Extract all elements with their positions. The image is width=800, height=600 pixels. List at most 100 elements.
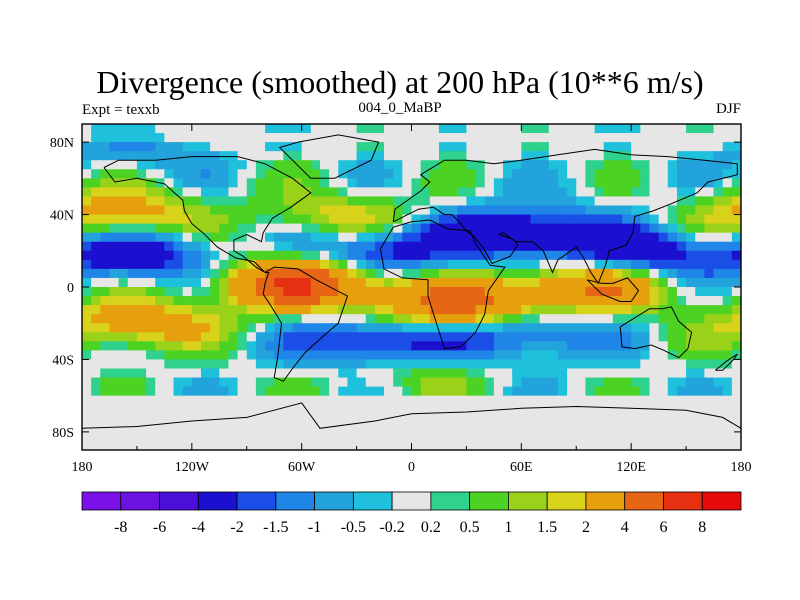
field-cell <box>438 314 449 324</box>
field-cell <box>310 395 321 406</box>
field-cell <box>557 232 568 243</box>
field-cell <box>686 250 696 261</box>
field-cell <box>402 440 413 450</box>
field-cell <box>365 368 376 379</box>
field-cell <box>109 440 120 450</box>
field-cell <box>237 323 248 333</box>
field-cell <box>731 413 741 424</box>
field-cell <box>603 196 614 207</box>
field-cell <box>448 422 458 433</box>
field-cell <box>384 142 394 152</box>
field-cell <box>631 151 641 161</box>
field-cell <box>356 422 367 433</box>
y-tick-label: 40S <box>52 353 74 368</box>
field-cell <box>319 259 330 270</box>
field-cell <box>182 214 193 225</box>
field-cell <box>109 296 120 306</box>
field-cell <box>283 305 294 315</box>
field-cell <box>82 277 92 288</box>
field-cell <box>713 169 724 179</box>
field-cell <box>530 241 541 252</box>
field-cell <box>667 133 678 143</box>
field-cell <box>402 305 413 315</box>
field-cell <box>91 368 101 379</box>
field-cell <box>631 404 641 415</box>
field-cell <box>484 431 495 442</box>
field-cell <box>329 359 339 370</box>
field-cell <box>548 223 559 234</box>
field-cell <box>457 287 468 297</box>
field-cell <box>402 160 413 170</box>
field-cell <box>585 404 596 415</box>
field-cell <box>722 241 733 252</box>
field-cell <box>603 305 614 315</box>
field-cell <box>100 377 111 388</box>
colorbar-label: -2 <box>230 519 243 536</box>
field-cell <box>493 178 504 188</box>
field-cell <box>91 431 101 442</box>
field-cell <box>603 205 614 216</box>
field-cell <box>265 268 275 279</box>
field-cell <box>118 196 129 207</box>
field-cell <box>512 377 522 388</box>
field-cell <box>127 377 138 388</box>
field-cell <box>631 314 641 324</box>
field-cell <box>585 268 596 279</box>
field-cell <box>457 314 468 324</box>
field-cell <box>640 214 651 225</box>
field-cell <box>484 133 495 143</box>
field-cell <box>182 332 193 342</box>
eurasia-outline <box>392 148 738 285</box>
field-cell <box>686 133 696 143</box>
field-cell <box>457 431 468 442</box>
field-cell <box>686 277 696 288</box>
field-cell <box>530 205 541 216</box>
field-cell <box>246 386 257 397</box>
field-cell <box>548 205 559 216</box>
field-cell <box>713 395 724 406</box>
field-cell <box>658 350 669 361</box>
field-cell <box>512 296 522 306</box>
field-cell <box>182 196 193 207</box>
field-cell <box>82 287 92 297</box>
field-cell <box>310 259 321 270</box>
field-cell <box>356 124 367 134</box>
field-cell <box>237 277 248 288</box>
field-cell <box>329 268 339 279</box>
field-cell <box>548 341 559 351</box>
field-cell <box>265 223 275 234</box>
field-cell <box>100 296 111 306</box>
field-cell <box>146 196 156 207</box>
field-cell <box>603 422 614 433</box>
field-cell <box>155 169 165 179</box>
field-cell <box>210 259 220 270</box>
field-cell <box>695 287 705 297</box>
field-cell <box>274 151 284 161</box>
field-cell <box>512 332 522 342</box>
field-cell <box>292 133 303 143</box>
field-cell <box>640 241 651 252</box>
field-cell <box>246 151 257 161</box>
field-cell <box>329 386 339 397</box>
field-cell <box>219 395 230 406</box>
field-cell <box>173 395 184 406</box>
field-cell <box>695 359 705 370</box>
field-cell <box>493 440 504 450</box>
field-cell <box>530 169 541 179</box>
field-cell <box>173 268 184 279</box>
field-cell <box>631 359 641 370</box>
colorbar-label: 1.5 <box>537 519 557 536</box>
field-cell <box>521 241 532 252</box>
field-cell <box>109 323 120 333</box>
field-cell <box>136 178 147 188</box>
field-cell <box>475 205 486 216</box>
field-cell <box>136 160 147 170</box>
field-cell <box>411 277 422 288</box>
field-cell <box>100 368 111 379</box>
field-cell <box>622 133 632 143</box>
colorbar-label: 8 <box>698 519 706 536</box>
field-cell <box>622 151 632 161</box>
field-cell <box>667 296 678 306</box>
field-cell <box>521 404 532 415</box>
field-cell <box>713 287 724 297</box>
